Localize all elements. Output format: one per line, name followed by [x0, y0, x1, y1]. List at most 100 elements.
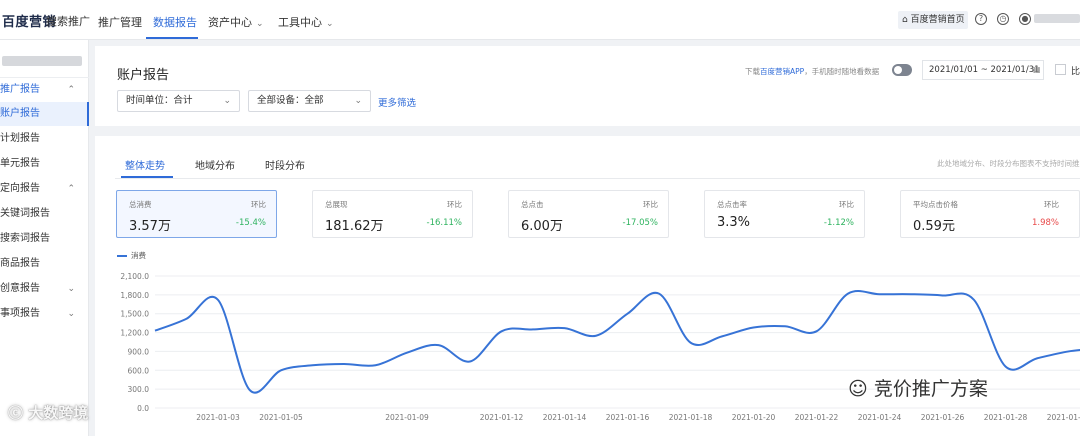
nav-campaign-management[interactable]: 推广管理: [98, 16, 142, 29]
x-tick-label: 2021-01-16: [606, 413, 650, 422]
app-download-tip: 下载百度营销APP，手机随时随地看数据: [745, 67, 880, 76]
home-icon: ⌂: [902, 15, 908, 25]
metric-name: 平均点击价格: [913, 200, 958, 209]
x-tick-label: 2021-01-30: [1047, 413, 1080, 422]
metric-change: -16.11%: [426, 218, 462, 228]
report-main-card: 整体走势 地域分布 时段分布 此处地域分布、时段分布图表不支持时间维 总消费 环…: [95, 136, 1080, 436]
x-tick-label: 2021-01-20: [732, 413, 776, 422]
sidebar-item-unit-report[interactable]: 单元报告: [0, 158, 40, 169]
question-icon[interactable]: ?: [975, 13, 987, 25]
metric-change: -15.4%: [235, 218, 266, 228]
metric-card-ctr[interactable]: 总点击率 环比 3.3% -1.12%: [704, 190, 865, 238]
metric-card-avg-cpc[interactable]: 平均点击价格 环比 0.59元 1.98%: [900, 190, 1080, 238]
sidebar-group-promotion-report[interactable]: 推广报告 ⌃: [0, 78, 89, 102]
sidebar-group-item-report[interactable]: 事项报告 ⌄: [0, 302, 89, 326]
clock-icon[interactable]: ◷: [997, 13, 1009, 25]
x-tick-label: 2021-01-22: [795, 413, 839, 422]
y-tick-label: 2,100.0: [120, 272, 149, 281]
sidebar-item-plan-report[interactable]: 计划报告: [0, 133, 40, 144]
metric-card-total-impressions[interactable]: 总展现 环比 181.62万 -16.11%: [312, 190, 473, 238]
metric-name: 总点击率: [717, 200, 747, 209]
tab-time-distribution[interactable]: 时段分布: [265, 161, 305, 172]
y-tick-label: 1,500.0: [120, 310, 149, 319]
metric-name: 总点击: [521, 200, 544, 209]
x-tick-label: 2021-01-28: [984, 413, 1028, 422]
chart-legend[interactable]: 消费: [117, 250, 146, 261]
x-tick-label: 2021-01-18: [669, 413, 713, 422]
series-line-cost[interactable]: [154, 290, 1080, 394]
metric-card-total-clicks[interactable]: 总点击 环比 6.00万 -17.05%: [508, 190, 669, 238]
metric-change: -1.12%: [823, 218, 854, 228]
chevron-down-icon: ⌄: [67, 284, 75, 294]
metric-value: 3.3%: [717, 215, 751, 230]
chevron-up-icon: ⌃: [67, 85, 75, 95]
cost-line-chart: 0.0 300.0 600.0 900.0 1,200.0 1,500.0 1,800.0 2…: [120, 272, 1080, 422]
watermark-logo-icon: ⓒ: [8, 404, 24, 422]
metric-value: 0.59元: [913, 219, 955, 234]
date-range-picker[interactable]: 2021/01/01 ~ 2021/01/31 ▦: [922, 60, 1044, 80]
home-button[interactable]: ⌂ 百度营销首页: [898, 11, 968, 29]
tab-note: 此处地域分布、时段分布图表不支持时间维: [937, 159, 1080, 168]
compare-checkbox[interactable]: [1055, 64, 1066, 75]
chevron-down-icon: ⌄: [67, 309, 75, 319]
watermark-left: ⓒ 大数跨境: [8, 404, 89, 422]
y-tick-label: 1,200.0: [120, 329, 149, 338]
user-icon[interactable]: ●: [1019, 13, 1031, 25]
metric-card-total-cost[interactable]: 总消费 环比 3.57万 -15.4%: [116, 190, 277, 238]
wechat-icon: ☺: [848, 378, 868, 400]
nav-asset-center[interactable]: 资产中心 ⌄: [208, 16, 264, 29]
metric-compare-label: 环比: [839, 200, 854, 209]
metric-name: 总展现: [325, 200, 348, 209]
sidebar-item-account-report[interactable]: 账户报告: [0, 102, 89, 126]
y-tick-label: 300.0: [128, 385, 150, 394]
tab-region-distribution[interactable]: 地域分布: [195, 161, 235, 172]
sidebar-group-creative-report[interactable]: 创意报告 ⌄: [0, 277, 89, 301]
metric-value: 181.62万: [325, 219, 384, 234]
x-tick-label: 2021-01-14: [543, 413, 587, 422]
sidebar-item-product-report[interactable]: 商品报告: [0, 258, 40, 269]
nav-active-indicator: [146, 37, 198, 39]
watermark-right: ☺ 竞价推广方案: [848, 378, 988, 400]
tabs-divider: [115, 178, 1080, 179]
page-title: 账户报告: [117, 68, 170, 83]
metric-change: 1.98%: [1031, 218, 1059, 228]
sidebar-item-search-term-report[interactable]: 搜索词报告: [0, 233, 50, 244]
account-name-blurred[interactable]: [2, 56, 82, 66]
chevron-down-icon: ⌄: [256, 19, 264, 29]
calendar-icon: ▦: [1033, 65, 1041, 74]
time-unit-select[interactable]: 时间单位：合计 ⌄: [117, 90, 240, 112]
tab-active-indicator: [121, 176, 173, 178]
y-tick-label: 600.0: [128, 366, 150, 375]
x-tick-label: 2021-01-09: [385, 413, 429, 422]
app-download-link[interactable]: 百度营销APP: [760, 67, 805, 76]
metric-name: 总消费: [129, 200, 152, 209]
sidebar-item-keyword-report[interactable]: 关键词报告: [0, 208, 50, 219]
user-name-blurred[interactable]: [1034, 14, 1080, 23]
device-select[interactable]: 全部设备：全部 ⌄: [248, 90, 371, 112]
mobile-data-toggle[interactable]: [892, 64, 912, 76]
metric-value: 3.57万: [129, 219, 171, 234]
sidebar: 推广报告 ⌃ 账户报告 计划报告 单元报告 定向报告 ⌃ 关键词报告 搜索词报告 商…: [0, 40, 89, 436]
more-filter-link[interactable]: 更多筛选: [378, 98, 417, 109]
sidebar-group-targeting-report[interactable]: 定向报告 ⌃: [0, 177, 89, 201]
nav-data-reports[interactable]: 数据报告: [153, 16, 197, 29]
x-tick-label: 2021-01-05: [259, 413, 303, 422]
legend-line-swatch: [117, 255, 127, 257]
tab-overall-trend[interactable]: 整体走势: [125, 161, 165, 172]
x-tick-label: 2021-01-12: [480, 413, 524, 422]
y-tick-label: 0.0: [137, 404, 149, 413]
brand-logo[interactable]: 百度营销: [2, 15, 57, 30]
chevron-down-icon: ⌄: [354, 96, 362, 106]
compare-label: 比: [1071, 67, 1080, 77]
chevron-up-icon: ⌃: [67, 184, 75, 194]
y-tick-label: 900.0: [128, 347, 150, 356]
brand-subtitle: 搜索推广: [46, 15, 90, 28]
metric-change: -17.05%: [622, 218, 658, 228]
chevron-down-icon: ⌄: [326, 19, 334, 29]
top-navbar: 百度营销 搜索推广 推广管理 数据报告 资产中心 ⌄ 工具中心 ⌄ ⌂ 百度营销首页…: [0, 0, 1080, 40]
x-tick-label: 2021-01-03: [196, 413, 240, 422]
metric-compare-label: 环比: [1044, 200, 1059, 209]
nav-tool-center[interactable]: 工具中心 ⌄: [278, 16, 334, 29]
sidebar-divider: [0, 77, 89, 78]
metric-compare-label: 环比: [447, 200, 462, 209]
